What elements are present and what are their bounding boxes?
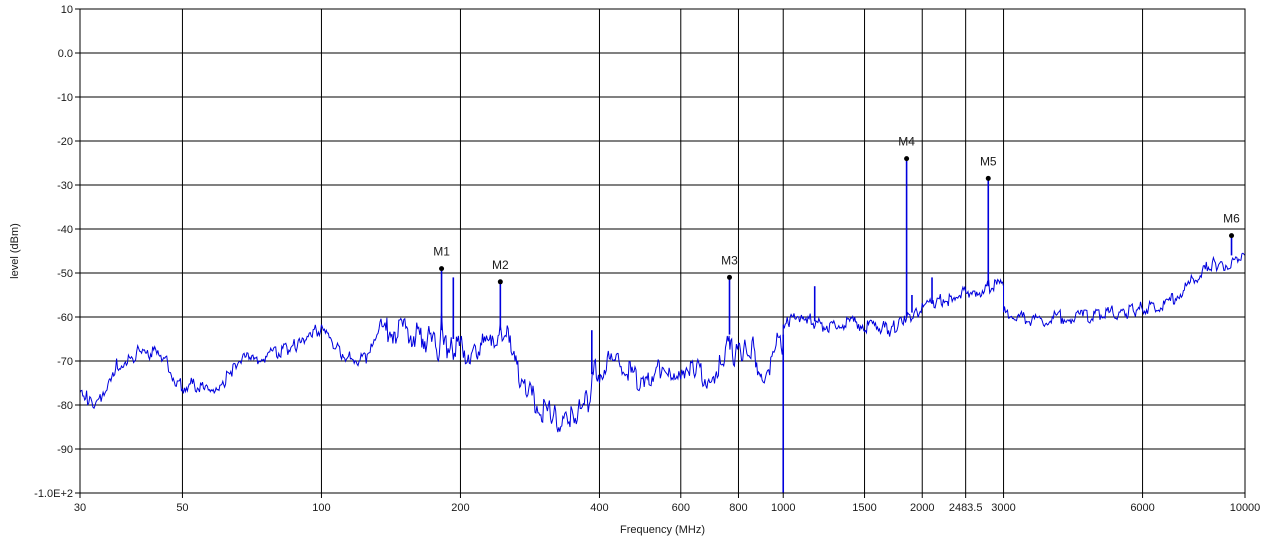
- series: [79, 158, 1246, 493]
- x-tick-label: 2000: [910, 502, 934, 514]
- x-tick-label: 100: [312, 502, 330, 514]
- spectrum-trace: [79, 252, 1246, 433]
- x-tick-label: 6000: [1130, 502, 1154, 514]
- x-tick-label: 600: [672, 502, 690, 514]
- marker-point: [985, 175, 991, 181]
- marker-point: [904, 156, 910, 162]
- marker-label: M6: [1223, 212, 1240, 226]
- marker-label: M1: [433, 245, 450, 259]
- y-tick-label: -10: [57, 92, 73, 104]
- y-tick-label: -70: [57, 356, 73, 368]
- marker-label: M2: [492, 258, 509, 272]
- x-tick-label: 30: [74, 502, 86, 514]
- y-tick-label: -40: [57, 224, 73, 236]
- x-axis-label: Frequency (MHz): [620, 524, 705, 536]
- tick-labels: 100.0-10-20-30-40-50-60-70-80-90-1.0E+23…: [34, 4, 1260, 514]
- marker-label: M4: [898, 135, 915, 149]
- marker-point: [439, 266, 445, 272]
- marker-label: M5: [980, 154, 997, 168]
- x-tick-label: 800: [729, 502, 747, 514]
- y-tick-label: -1.0E+2: [34, 488, 73, 500]
- x-tick-label: 10000: [1230, 502, 1261, 514]
- y-tick-label: -20: [57, 136, 73, 148]
- x-tick-label: 400: [590, 502, 608, 514]
- y-tick-label: -80: [57, 400, 73, 412]
- x-tick-label: 200: [451, 502, 469, 514]
- x-tick-label: 1000: [771, 502, 795, 514]
- y-tick-label: -50: [57, 268, 73, 280]
- x-tick-label: 2483.5: [949, 502, 983, 514]
- marker-point: [1229, 233, 1235, 239]
- y-tick-label: -60: [57, 312, 73, 324]
- markers: M1 M2 M3 M4 M5 M6: [433, 135, 1240, 285]
- plot-frame: [79, 8, 1246, 494]
- grid: [75, 8, 1246, 498]
- marker-label: M3: [721, 253, 738, 267]
- x-tick-label: 3000: [991, 502, 1015, 514]
- y-tick-label: 0.0: [58, 48, 73, 60]
- y-tick-label: -90: [57, 444, 73, 456]
- x-tick-label: 50: [176, 502, 188, 514]
- x-tick-label: 1500: [852, 502, 876, 514]
- marker-point: [727, 274, 733, 280]
- marker-point: [497, 279, 503, 285]
- y-axis-label: level (dBm): [9, 223, 21, 279]
- y-tick-label: 10: [61, 4, 73, 16]
- y-tick-label: -30: [57, 180, 73, 192]
